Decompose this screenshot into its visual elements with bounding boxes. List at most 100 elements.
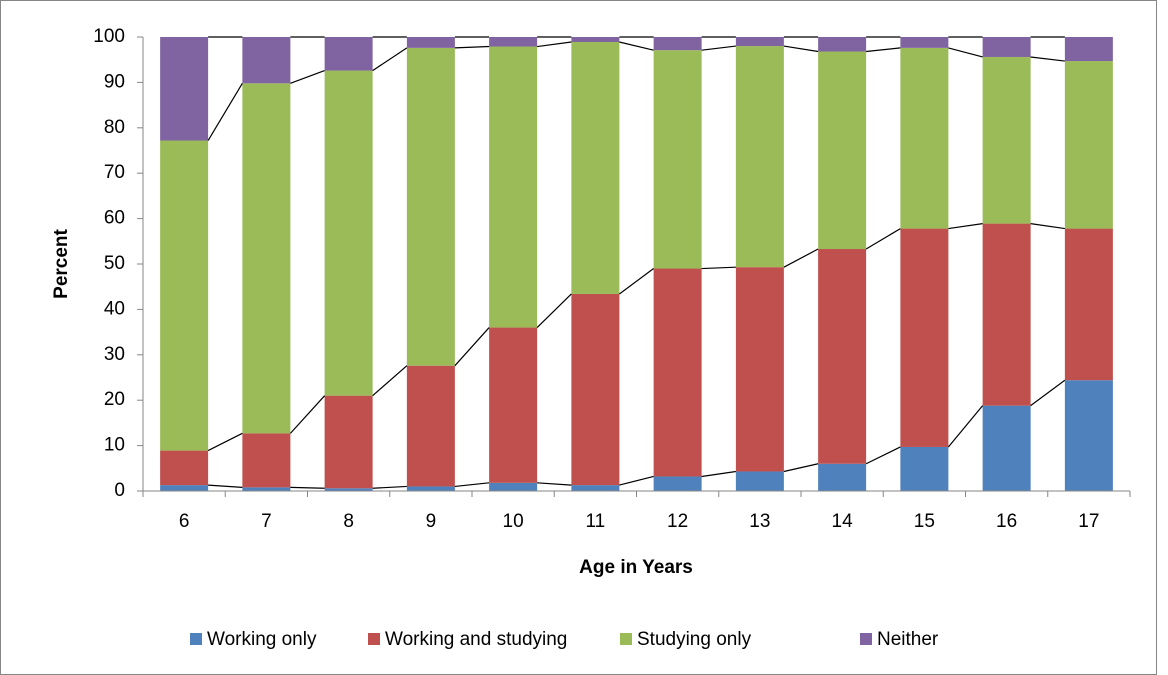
bar-segment (1064, 37, 1113, 62)
bar-segment (653, 476, 702, 491)
bar-segment (653, 37, 702, 51)
x-tick-label: 14 (832, 511, 854, 532)
x-tick-label: 8 (343, 511, 354, 532)
bar-segment (406, 37, 455, 48)
x-tick-label: 7 (261, 511, 272, 532)
bar-segment (242, 487, 291, 491)
y-axis-title: Percent (51, 228, 72, 298)
x-tick-label: 15 (914, 511, 935, 532)
legend-swatch (368, 633, 380, 645)
bar-segment (982, 223, 1031, 406)
series-line (1030, 379, 1066, 407)
y-tick-label: 100 (93, 26, 125, 47)
series-line (783, 248, 819, 268)
legend-swatch (190, 633, 202, 645)
bar-segment (735, 37, 784, 47)
bar-segment (406, 365, 455, 487)
y-tick-label: 80 (104, 117, 125, 138)
series-line (701, 45, 736, 51)
series-line (290, 70, 325, 84)
y-tick-label: 90 (104, 71, 125, 92)
bar-segment (653, 50, 702, 269)
series-line (948, 223, 983, 230)
bar-segment (1064, 380, 1113, 491)
x-tick-label: 6 (179, 511, 190, 532)
y-tick-label: 10 (104, 435, 125, 456)
legend-label: Working and studying (385, 629, 567, 650)
bar-segment (982, 405, 1031, 491)
bar-segment (653, 268, 702, 477)
bar-segment (406, 486, 455, 491)
bar-segment (489, 37, 538, 47)
bar-segment (324, 395, 373, 489)
series-line (536, 293, 572, 328)
bar-segment (735, 46, 784, 268)
bar-segment (571, 37, 620, 42)
x-axis-title: Age in Years (579, 557, 693, 578)
series-line (701, 266, 736, 270)
legend-swatch (860, 633, 872, 645)
bar-segment (324, 70, 373, 396)
bar-segment (242, 37, 291, 84)
y-tick-label: 0 (114, 480, 125, 501)
series-line (701, 470, 736, 478)
series-line (783, 45, 819, 53)
series-line (537, 41, 572, 48)
bar-segment (735, 267, 784, 472)
series-line (454, 327, 490, 367)
series-line (619, 475, 654, 486)
series-line (207, 432, 243, 452)
bar-segment (160, 140, 209, 451)
x-tick-label: 16 (996, 511, 1017, 532)
series-line (619, 41, 654, 51)
x-tick-label: 17 (1078, 511, 1099, 532)
bar-segment (571, 485, 620, 491)
bar-segment (160, 485, 209, 491)
y-tick-label: 20 (104, 389, 125, 410)
x-tick-label: 11 (586, 511, 606, 532)
series-line (619, 268, 654, 295)
series-line (372, 47, 408, 72)
x-tick-label: 12 (667, 511, 688, 532)
bar-segment (489, 327, 538, 483)
bar-segment (324, 37, 373, 71)
bar-segment (160, 37, 209, 141)
series-line (947, 405, 984, 448)
x-tick-label: 13 (749, 511, 770, 532)
y-tick-label: 60 (104, 208, 125, 229)
series-line (207, 82, 243, 141)
series-line (783, 463, 819, 473)
series-line (372, 365, 408, 397)
y-tick-label: 70 (104, 162, 125, 183)
bar-segment (818, 463, 867, 491)
bar-segment (982, 56, 1031, 224)
series-line (372, 485, 407, 489)
series-line (289, 395, 326, 434)
x-tick-label: 10 (503, 511, 524, 532)
y-tick-label: 30 (104, 344, 125, 365)
bar-segment (900, 37, 949, 48)
series-line (1030, 223, 1065, 230)
series-line (948, 47, 983, 58)
legend-label: Neither (877, 629, 939, 650)
bar-segment (489, 46, 538, 328)
bar-segment (1064, 228, 1113, 381)
bar-segment (900, 228, 949, 447)
bar-segment (242, 433, 291, 488)
legend-label: Studying only (637, 629, 752, 650)
series-line (866, 47, 901, 53)
y-tick-label: 50 (104, 253, 125, 274)
bar-segment (818, 249, 867, 464)
bar-segment (818, 37, 867, 52)
bar-segment (818, 51, 867, 250)
bar-segment (571, 41, 620, 294)
bar-segment (324, 488, 373, 491)
series-line (208, 484, 243, 488)
bar-segment (1064, 61, 1113, 229)
bar-segment (571, 293, 620, 486)
series-line (454, 482, 490, 488)
bar-segment (900, 47, 949, 229)
y-tick-label: 40 (104, 298, 125, 319)
